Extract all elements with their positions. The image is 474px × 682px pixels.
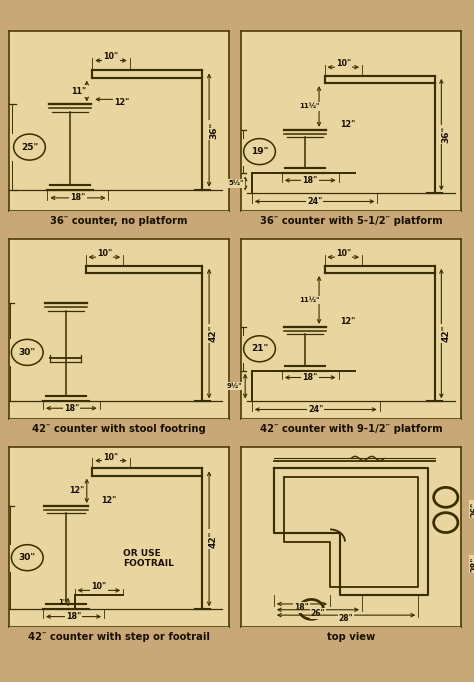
Text: 30": 30" [18,348,36,357]
Text: 10": 10" [97,249,112,258]
Text: 11": 11" [72,87,87,95]
Text: 24": 24" [307,197,322,206]
Text: 10": 10" [91,582,107,591]
Text: 42": 42" [441,325,450,342]
Text: 36": 36" [441,126,450,143]
Text: 12": 12" [101,496,116,505]
Text: 11½": 11½" [299,297,319,303]
Text: 28": 28" [470,557,474,572]
Text: 25": 25" [21,143,38,151]
Text: 12": 12" [114,98,130,106]
Text: 18": 18" [66,612,81,621]
Text: 42″ counter with step or footrail: 42″ counter with step or footrail [28,632,210,642]
Text: 10": 10" [103,453,118,462]
Text: OR USE
FOOTRAIL: OR USE FOOTRAIL [123,549,174,569]
Text: 10": 10" [336,59,351,68]
Text: 36″ counter with 5-1/2″ platform: 36″ counter with 5-1/2″ platform [260,216,442,226]
Text: 26": 26" [470,501,474,517]
Text: 30": 30" [18,553,36,562]
Text: 28": 28" [339,614,353,623]
Text: 10": 10" [336,249,351,258]
Text: 11½": 11½" [299,104,319,109]
Text: 18": 18" [302,373,318,382]
Text: 18": 18" [302,176,318,185]
Text: 12": 12" [340,120,355,129]
Text: 42": 42" [209,530,218,548]
Text: top view: top view [327,632,375,642]
Text: 18": 18" [64,404,79,413]
Text: 36″ counter, no platform: 36″ counter, no platform [50,216,188,226]
Text: 12": 12" [340,317,355,326]
Text: 26": 26" [310,609,325,618]
Text: 12": 12" [69,486,84,495]
Text: 18": 18" [70,194,86,203]
Text: 18": 18" [295,603,309,612]
Text: 19": 19" [251,147,268,156]
Text: 1": 1" [58,599,67,605]
Text: 5½": 5½" [228,181,244,186]
Text: 42": 42" [209,325,218,342]
Text: 21": 21" [251,344,268,353]
Text: 9½": 9½" [227,383,242,389]
Text: 42″ counter with 9-1/2″ platform: 42″ counter with 9-1/2″ platform [260,424,442,434]
Text: 10": 10" [103,53,118,61]
Text: 24": 24" [308,405,323,414]
Text: 42″ counter with stool footring: 42″ counter with stool footring [32,424,206,434]
Text: 36": 36" [209,121,218,138]
